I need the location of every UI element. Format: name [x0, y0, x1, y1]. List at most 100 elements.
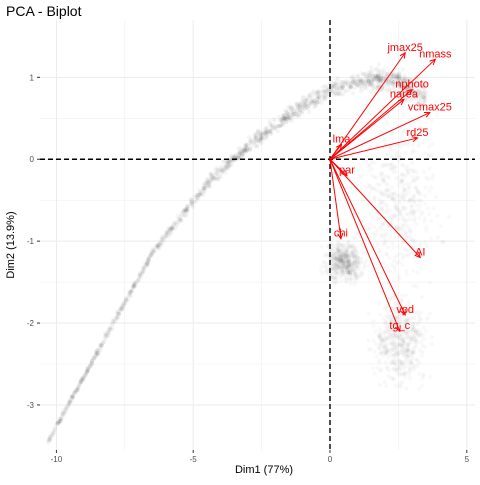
individual-point: [397, 277, 401, 281]
individual-point: [381, 261, 385, 265]
individual-point: [247, 135, 251, 139]
individual-point: [400, 131, 404, 135]
individual-point: [423, 194, 427, 198]
individual-point: [331, 242, 335, 246]
individual-point: [412, 349, 416, 353]
individual-point: [355, 262, 359, 266]
individual-point: [150, 250, 154, 254]
individual-point: [287, 104, 291, 108]
individual-point: [400, 263, 404, 267]
individual-point: [411, 175, 415, 179]
individual-point: [77, 382, 81, 386]
individual-point: [226, 166, 230, 170]
individual-point: [386, 193, 390, 197]
arrow-narea: [329, 99, 405, 160]
individual-point: [375, 216, 379, 220]
individual-point: [410, 333, 414, 337]
individual-point: [416, 270, 420, 274]
individual-point: [203, 186, 207, 190]
individual-point: [409, 237, 413, 241]
individual-point: [386, 264, 390, 268]
x-tick-label: 0: [328, 455, 333, 464]
individual-point: [363, 184, 367, 188]
individual-point: [277, 124, 281, 128]
individual-point: [269, 131, 273, 135]
individual-point: [415, 190, 419, 194]
individual-point: [385, 89, 389, 93]
individual-point: [421, 95, 425, 99]
individual-point: [359, 80, 363, 84]
individual-point: [418, 348, 422, 352]
individual-point: [423, 201, 427, 205]
arrowhead-narea: [397, 98, 405, 106]
individual-point: [419, 266, 423, 270]
individual-point: [114, 310, 118, 314]
arrow-label-tg_c: tg_c: [389, 320, 410, 332]
individual-point: [390, 196, 394, 200]
arrowhead-tg_c: [394, 325, 401, 333]
individual-point: [339, 278, 343, 282]
individual-point: [412, 316, 416, 320]
individual-point: [446, 152, 450, 156]
individual-point: [398, 342, 402, 346]
individual-point: [427, 166, 431, 170]
individual-point: [390, 131, 394, 135]
individual-point: [416, 144, 420, 148]
arrow-label-nmass: nmass: [419, 48, 452, 60]
individual-point: [312, 105, 316, 109]
individual-point: [407, 365, 411, 369]
individual-point: [175, 214, 179, 218]
individual-point: [386, 122, 390, 126]
individual-point: [399, 384, 403, 388]
individual-point: [272, 117, 276, 121]
individual-point: [399, 338, 403, 342]
individual-point: [348, 277, 352, 281]
individual-point: [411, 212, 415, 216]
individual-point: [384, 384, 388, 388]
individual-point: [404, 219, 408, 223]
individual-point: [321, 89, 325, 93]
individual-point: [430, 119, 434, 123]
individual-point: [333, 81, 337, 85]
x-tick-label: 5: [465, 455, 470, 464]
individual-point: [184, 209, 188, 213]
individual-point: [419, 310, 423, 314]
arrowhead-AI: [414, 251, 422, 259]
individual-point: [388, 269, 392, 273]
individual-point: [348, 245, 352, 249]
individual-point: [411, 356, 415, 360]
individual-point: [385, 183, 389, 187]
individual-point: [339, 86, 343, 90]
individual-point: [379, 130, 383, 134]
grid-lines: [40, 20, 475, 450]
individual-point: [236, 154, 240, 158]
individual-point: [258, 137, 262, 141]
individual-point: [384, 324, 388, 328]
individual-point: [343, 81, 347, 85]
individual-point: [402, 253, 406, 257]
individual-point: [428, 375, 432, 379]
individual-point: [287, 113, 291, 117]
individual-point: [376, 250, 380, 254]
individual-point: [401, 366, 405, 370]
individual-point: [434, 195, 438, 199]
individual-point: [439, 224, 443, 228]
individual-point: [405, 335, 409, 339]
individual-point: [408, 376, 412, 380]
individual-point: [383, 240, 387, 244]
individual-point: [378, 383, 382, 387]
individual-point: [411, 269, 415, 273]
individual-point: [417, 372, 421, 376]
individual-point: [390, 217, 394, 221]
individual-point: [378, 183, 382, 187]
individual-point: [403, 151, 407, 155]
individual-point: [294, 102, 298, 106]
individual-point: [432, 206, 436, 210]
individual-point: [365, 203, 369, 207]
individual-point: [386, 245, 390, 249]
individual-point: [337, 265, 341, 269]
arrow-rd25: [329, 137, 418, 160]
individual-point: [348, 282, 352, 286]
individual-point: [416, 208, 420, 212]
